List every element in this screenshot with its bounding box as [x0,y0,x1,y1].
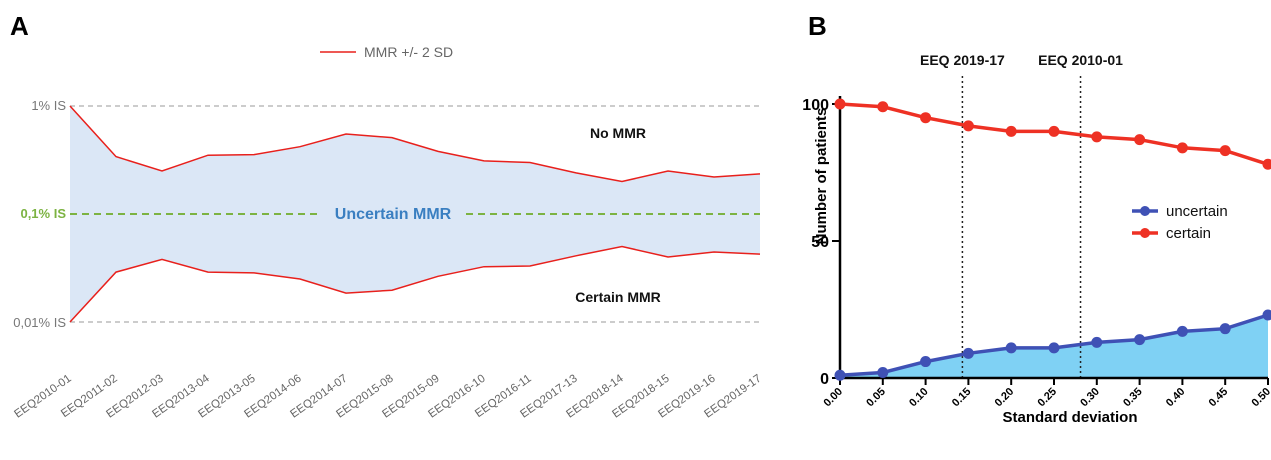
y-label-0-01pct: 0,01% IS [13,315,66,330]
point-certain [1091,131,1102,142]
x-tick-label: 0.35 [1121,386,1145,410]
point-uncertain [1091,337,1102,348]
point-certain [1263,159,1271,170]
point-uncertain [1006,342,1017,353]
region-label-certain: Certain MMR [575,289,661,305]
point-certain [1049,126,1060,137]
y-tick-label: 0 [820,371,829,388]
legend-marker-certain [1140,228,1150,238]
point-uncertain [835,370,846,381]
vline-label: EEQ 2010-01 [1038,52,1123,68]
x-tick-label: 0.50 [1249,386,1271,410]
point-certain [835,99,846,110]
region-label-no-mmr: No MMR [590,125,646,141]
legend-label-uncertain: uncertain [1166,203,1228,220]
panel-b-plot: EEQ 2019-17 EEQ 2010-01 0 50 100 0.00 0.05 0.10… [802,52,1271,409]
y-label-1pct: 1% IS [31,98,66,113]
y-axis-title: Number of patients [813,108,830,245]
x-tick-label: 0.00 [821,386,845,410]
legend-label-mmr: MMR +/- 2 SD [364,44,453,60]
panel-b-letter: B [808,11,827,41]
legend-marker-uncertain [1140,206,1150,216]
point-uncertain [1177,326,1188,337]
x-tick-label: 0.10 [907,386,931,410]
y-label-0-1pct: 0,1% IS [20,206,66,221]
legend-label-certain: certain [1166,225,1211,242]
x-tick-label: 0.15 [950,386,974,410]
x-tick-label: 0.25 [1035,386,1059,410]
panel-a-letter: A [10,11,29,41]
point-certain [1134,134,1145,145]
point-uncertain [1220,323,1231,334]
point-certain [963,120,974,131]
point-uncertain [963,348,974,359]
x-tick-label: 0.30 [1078,386,1102,410]
x-tick-label: 0.45 [1207,386,1231,410]
x-tick-label: 0.40 [1164,386,1188,410]
point-uncertain [877,367,888,378]
point-certain [1006,126,1017,137]
x-tick-label: 0.05 [864,386,888,410]
x-axis-title: Standard deviation [1002,409,1137,426]
vline-label: EEQ 2019-17 [920,52,1005,68]
point-certain [1220,145,1231,156]
y-tick-label: 100 [802,97,829,114]
point-uncertain [1134,334,1145,345]
x-tick-label: 0.20 [993,386,1017,410]
point-certain [920,112,931,123]
point-certain [1177,142,1188,153]
y-tick-label: 50 [811,234,829,251]
point-uncertain [1049,342,1060,353]
point-certain [877,101,888,112]
region-label-uncertain: Uncertain MMR [335,206,452,223]
point-uncertain [920,356,931,367]
